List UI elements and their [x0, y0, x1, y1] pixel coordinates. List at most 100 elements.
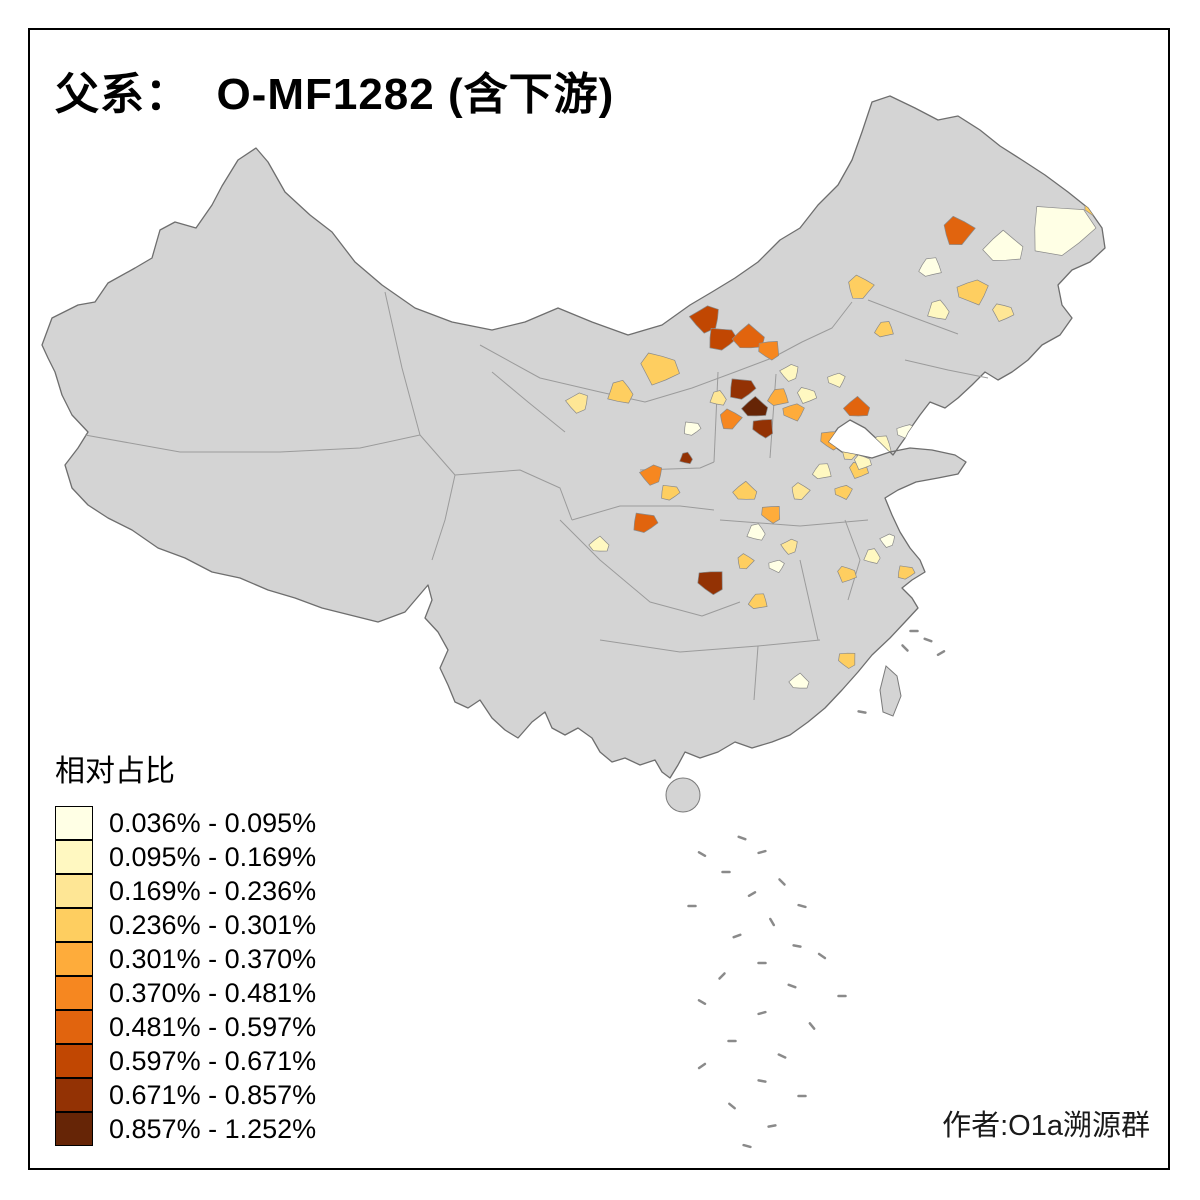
islet-mark [728, 1102, 736, 1110]
legend-label: 0.095% - 0.169% [109, 841, 317, 872]
map-regions [565, 197, 1105, 689]
map-region [797, 387, 818, 404]
map-region [640, 352, 680, 386]
legend-label: 0.301% - 0.370% [109, 943, 317, 974]
map-region [838, 652, 856, 669]
legend-title: 相对占比 [55, 755, 175, 788]
map-region [684, 421, 702, 436]
map-region [709, 390, 727, 406]
map-region [1034, 206, 1097, 256]
islet-mark [737, 835, 747, 841]
map-region [661, 484, 681, 501]
map-region [633, 512, 659, 533]
map-region [588, 535, 610, 552]
map-region [761, 506, 781, 524]
map-region [758, 341, 780, 361]
islet-mark [857, 710, 867, 714]
legend-swatch [55, 840, 93, 874]
legend-item: 0.236% - 0.301% [55, 908, 316, 942]
map-region [565, 392, 588, 414]
map-region [720, 408, 743, 430]
islet-mark [732, 933, 742, 939]
islet-mark [697, 1062, 707, 1070]
map-region [843, 396, 871, 417]
legend-swatch [55, 942, 93, 976]
map-region [747, 593, 768, 609]
islet-mark [757, 1079, 767, 1083]
map-region [697, 571, 723, 596]
legend-label: 0.036% - 0.095% [109, 807, 317, 838]
islet-mark [757, 849, 767, 855]
islet-mark [923, 637, 933, 643]
map-region [863, 548, 881, 564]
map-region [918, 257, 942, 277]
legend-item: 0.095% - 0.169% [55, 840, 316, 874]
map-region [827, 372, 846, 388]
map-region [897, 565, 916, 580]
islet-mark [767, 1124, 777, 1128]
map-region [848, 274, 875, 299]
sea-islets [687, 629, 946, 1149]
islet-mark [747, 891, 757, 898]
map-region [874, 321, 894, 338]
legend-label: 0.236% - 0.301% [109, 909, 317, 940]
islet-mark [697, 851, 707, 858]
province-borders [84, 291, 989, 701]
map-region [927, 299, 950, 320]
islands [665, 665, 902, 813]
map-region [788, 672, 810, 689]
legend-label: 0.370% - 0.481% [109, 977, 317, 1008]
islet-mark [742, 1143, 752, 1149]
islet-mark [718, 972, 726, 980]
legend: 相对占比 0.036% - 0.095% 0.095% - 0.169% 0.169… [55, 746, 316, 1146]
legend-label: 0.481% - 0.597% [109, 1011, 317, 1042]
map-title: 父系： O-MF1282 (含下游) [55, 70, 615, 119]
map-region [767, 388, 789, 406]
islet-mark [808, 1022, 816, 1030]
legend-swatch [55, 1112, 93, 1146]
map-region [780, 538, 798, 555]
map-region [731, 323, 765, 349]
legend-label: 0.169% - 0.236% [109, 875, 317, 906]
taiwan-island [879, 665, 902, 717]
islet-mark [778, 878, 786, 886]
map-region [837, 565, 857, 583]
map-region [607, 379, 634, 404]
legend-item: 0.301% - 0.370% [55, 942, 316, 976]
legend-item: 0.671% - 0.857% [55, 1078, 316, 1112]
islet-mark [697, 999, 707, 1006]
islet-mark [901, 644, 909, 652]
attribution: 作者:O1a溯源群 [942, 1110, 1150, 1142]
legend-item: 0.370% - 0.481% [55, 976, 316, 1010]
islet-mark [817, 952, 827, 960]
legend-label: 0.597% - 0.671% [109, 1045, 317, 1076]
legend-label: 0.671% - 0.857% [109, 1079, 317, 1110]
islet-mark [757, 1010, 767, 1016]
islet-mark [792, 944, 802, 948]
legend-swatch [55, 874, 93, 908]
map-region [868, 435, 892, 455]
legend-swatch [55, 1010, 93, 1044]
map-region [992, 303, 1015, 322]
legend-swatch [55, 976, 93, 1010]
legend-item: 0.597% - 0.671% [55, 1044, 316, 1078]
legend-label: 0.857% - 1.252% [109, 1113, 317, 1144]
map-region [746, 523, 766, 541]
islet-mark [936, 650, 946, 657]
map-region [834, 485, 853, 500]
islet-mark [787, 983, 797, 989]
map-region [854, 454, 872, 470]
legend-item: 0.481% - 0.597% [55, 1010, 316, 1044]
islet-mark [769, 917, 776, 927]
basemap [41, 95, 1106, 779]
legend-item: 0.169% - 0.236% [55, 874, 316, 908]
legend-swatch [55, 1044, 93, 1078]
map-region [741, 396, 769, 417]
map-region [709, 328, 738, 351]
map-region [768, 559, 785, 574]
map-region [791, 482, 811, 500]
map-region [943, 215, 976, 245]
map-region [879, 533, 895, 548]
